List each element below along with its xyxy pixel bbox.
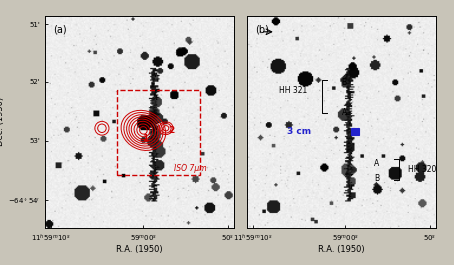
Y-axis label: Dec. (1950): Dec. (1950)	[0, 97, 5, 147]
Text: A: A	[374, 159, 380, 168]
Text: 1: 1	[142, 134, 148, 143]
X-axis label: R.A. (1950): R.A. (1950)	[318, 245, 365, 254]
Bar	[351, 128, 359, 135]
Bar	[117, 90, 200, 175]
Text: (b): (b)	[255, 24, 269, 34]
Text: HH 320: HH 320	[408, 165, 436, 174]
Text: ISO 7μm: ISO 7μm	[173, 164, 206, 173]
Text: HH 321: HH 321	[280, 86, 308, 95]
X-axis label: R.A. (1950): R.A. (1950)	[116, 245, 163, 254]
Text: 3 cm: 3 cm	[287, 127, 311, 136]
Text: B: B	[374, 174, 380, 183]
Text: A: A	[342, 108, 347, 117]
Text: 2: 2	[168, 126, 175, 135]
Text: B: B	[342, 78, 347, 87]
Text: (a): (a)	[53, 24, 67, 34]
